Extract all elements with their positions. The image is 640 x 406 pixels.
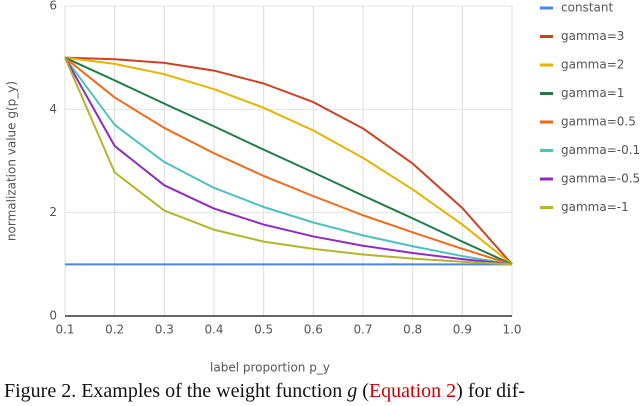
x-axis-label: label proportion p_y: [210, 361, 330, 375]
legend-label: gamma=-0.5: [561, 172, 640, 186]
series-line: [64, 56, 513, 266]
series-line: [64, 57, 513, 266]
caption-text: g: [347, 380, 358, 402]
y-axis-label: normalization value g(p_y): [5, 81, 19, 241]
series-line: [64, 56, 513, 266]
y-tick-label: 6: [49, 0, 57, 13]
legend-label: gamma=2: [561, 58, 624, 72]
y-tick-label: 0: [49, 309, 57, 323]
caption-text: Figure 2. Examples of the weight functio…: [4, 380, 348, 402]
legend-label: gamma=3: [561, 29, 624, 43]
caption-link[interactable]: Equation 2: [368, 380, 457, 402]
series-line: [64, 56, 513, 265]
legend-label: gamma=0.5: [561, 115, 636, 129]
chart: label proportion p_y normalization value…: [5, 0, 640, 375]
legend-label: gamma=1: [561, 86, 624, 100]
x-tick-label: 0.9: [453, 323, 472, 337]
x-tick-label: 0.1: [55, 323, 74, 337]
legend-label: constant: [561, 1, 613, 15]
x-tick-label: 0.4: [204, 323, 223, 337]
series-line: [64, 56, 513, 266]
x-tick-label: 0.7: [353, 323, 372, 337]
y-tick-label: 4: [49, 102, 57, 116]
x-tick-label: 0.8: [403, 323, 422, 337]
x-tick-label: 0.2: [105, 323, 124, 337]
legend-label: gamma=-0.1: [561, 143, 640, 157]
x-tick-label: 0.6: [304, 323, 323, 337]
legend-label: gamma=-1: [561, 200, 629, 214]
caption-text: ) for dif-: [456, 380, 526, 402]
x-tick-label: 1.0: [502, 323, 521, 337]
caption-text: (: [357, 380, 369, 402]
y-tick-label: 2: [49, 205, 57, 219]
x-tick-label: 0.3: [155, 323, 174, 337]
x-tick-label: 0.5: [254, 323, 273, 337]
series-line: [64, 57, 513, 266]
series-line: [64, 57, 513, 266]
caption: Figure 2. Examples of the weight functio…: [4, 380, 525, 403]
